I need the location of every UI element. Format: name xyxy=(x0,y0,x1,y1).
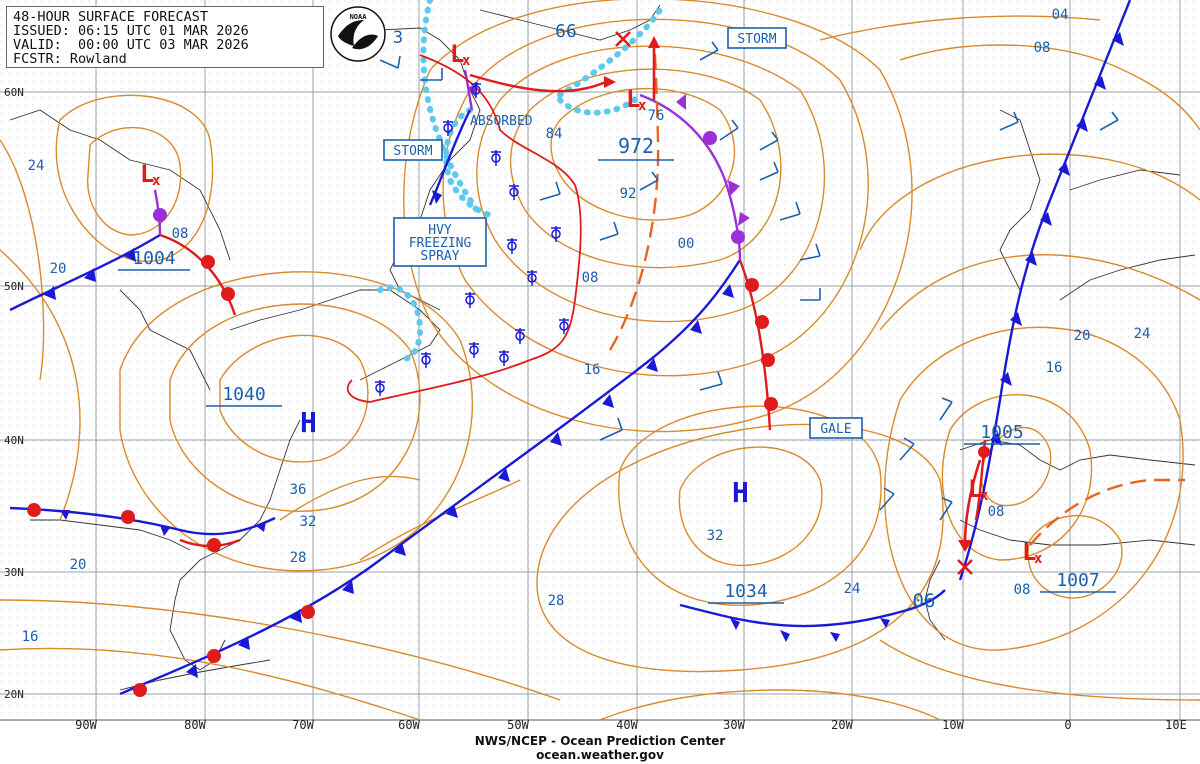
pressure-value: 1040 xyxy=(222,384,265,405)
cold-front-barbs xyxy=(44,32,1124,678)
svg-text:L: L xyxy=(626,85,640,113)
isobar-label: 32 xyxy=(707,528,724,544)
lon-label: 70W xyxy=(292,718,314,732)
isobar-label: 20 xyxy=(70,557,87,573)
pressure-value: 1005 xyxy=(980,422,1023,443)
isobar-labels: 3 66 04 08 24 84 76 92 00 08 16 20 24 16… xyxy=(22,7,1151,645)
absorbed-label: ABSORBED xyxy=(470,114,533,129)
noaa-logo: NOAA xyxy=(330,6,386,62)
footer-agency: NWS/NCEP - Ocean Prediction Center xyxy=(474,734,726,748)
isobar-label: 04 xyxy=(1052,7,1069,23)
lon-label: 90W xyxy=(75,718,97,732)
footer-url: ocean.weather.gov xyxy=(536,748,664,762)
header-title: 48-HOUR SURFACE FORECAST xyxy=(13,9,209,25)
isobar-label: 32 xyxy=(300,514,317,530)
lon-label: 40W xyxy=(616,718,638,732)
isobar-label: 24 xyxy=(844,581,861,597)
isobar-label: 08 xyxy=(172,226,189,242)
lon-label: 30W xyxy=(723,718,745,732)
freezing-spray-boundary xyxy=(346,54,582,403)
isobar-label: 08 xyxy=(1014,582,1031,598)
forecast-header: 48-HOUR SURFACE FORECAST ISSUED: 06:15 U… xyxy=(6,6,324,68)
isobar-label: 00 xyxy=(678,236,695,252)
wind-barbs xyxy=(379,41,1119,521)
svg-text:x: x xyxy=(462,53,471,69)
lon-label: 20W xyxy=(831,718,853,732)
isobar-label: 08 xyxy=(1034,40,1051,56)
track-arrows xyxy=(604,36,972,552)
isobar-label: 76 xyxy=(648,108,665,124)
lat-label: 30N xyxy=(4,566,24,579)
lon-label: 60W xyxy=(398,718,420,732)
troughs xyxy=(608,39,1185,546)
isobar-label: 24 xyxy=(28,158,45,174)
warning-labels: STORM STORM GALE HVY FREEZING SPRAY xyxy=(383,27,863,439)
lon-label: 50W xyxy=(507,718,529,732)
ice-edges xyxy=(377,0,663,363)
svg-text:H: H xyxy=(300,406,317,439)
lat-labels: 60N 50N 40N 30N 20N xyxy=(4,86,24,701)
isobar-label: 20 xyxy=(50,261,67,277)
isobar-label: 66 xyxy=(555,21,577,42)
lat-label: 60N xyxy=(4,86,24,99)
isobar-label: 08 xyxy=(988,504,1005,520)
pressure-centers: Lx Lx Lx Lx Lx H H xyxy=(140,40,1043,567)
isobar-label: 28 xyxy=(290,550,307,566)
center-x-markers xyxy=(615,31,973,575)
freezing-spray-symbols xyxy=(375,82,569,396)
svg-text:x: x xyxy=(152,173,161,189)
isobar-label: 06 xyxy=(913,590,936,612)
isobar-label: 16 xyxy=(22,629,39,645)
svg-text:L: L xyxy=(450,40,464,68)
pressure-underlines xyxy=(118,159,1116,604)
header-forecaster: FCSTR: Rowland xyxy=(13,51,127,67)
warning-freezing-spray: HVY FREEZING SPRAY xyxy=(409,223,472,264)
header-issued: ISSUED: 06:15 UTC 01 MAR 2026 xyxy=(13,23,249,39)
svg-text:L: L xyxy=(140,160,154,188)
lon-labels: 90W 80W 70W 60W 50W 40W 30W 20W 10W 0 10… xyxy=(75,718,1187,732)
svg-text:x: x xyxy=(980,488,989,504)
pressure-value: 1004 xyxy=(132,248,175,269)
isobar-label: 3 xyxy=(393,28,403,48)
storm-tracks xyxy=(652,45,982,546)
lon-label: 10E xyxy=(1165,718,1187,732)
lat-lon-grid xyxy=(0,0,1200,721)
warning-storm-1: STORM xyxy=(737,32,776,47)
isobar-label: 08 xyxy=(582,270,599,286)
lon-label: 80W xyxy=(184,718,206,732)
isobar-label: 28 xyxy=(548,593,565,609)
isobar-label: 92 xyxy=(620,186,637,202)
header-valid: VALID: 00:00 UTC 03 MAR 2026 xyxy=(13,37,249,53)
lat-label: 20N xyxy=(4,688,24,701)
lon-label: 10W xyxy=(942,718,964,732)
warm-front-scallops xyxy=(27,255,990,697)
lat-label: 40N xyxy=(4,434,24,447)
svg-text:x: x xyxy=(638,98,647,114)
lon-label: 0 xyxy=(1064,718,1071,732)
warning-storm-2: STORM xyxy=(393,144,432,159)
lat-label: 50N xyxy=(4,280,24,293)
isobar-label: 16 xyxy=(1046,360,1063,376)
warning-gale: GALE xyxy=(820,422,851,437)
high-center: H H xyxy=(300,406,749,509)
isobar-label: 84 xyxy=(546,126,563,142)
isobar-label: 24 xyxy=(1134,326,1151,342)
svg-text:x: x xyxy=(1034,551,1043,567)
svg-text:L: L xyxy=(1022,538,1036,566)
isobar-label: 36 xyxy=(290,482,307,498)
isobar-label: 16 xyxy=(584,362,601,378)
pressure-value: 972 xyxy=(618,134,654,158)
svg-text:L: L xyxy=(968,475,982,503)
pressure-value: 1034 xyxy=(724,581,767,602)
isobar-label: 20 xyxy=(1074,328,1091,344)
pressure-values: 1004 972 1005 1007 1040 1034 xyxy=(132,134,1099,602)
svg-text:H: H xyxy=(732,476,749,509)
low-center: Lx Lx Lx Lx Lx xyxy=(140,40,1043,567)
pressure-value: 1007 xyxy=(1056,570,1099,591)
noaa-logo-text: NOAA xyxy=(350,13,368,21)
